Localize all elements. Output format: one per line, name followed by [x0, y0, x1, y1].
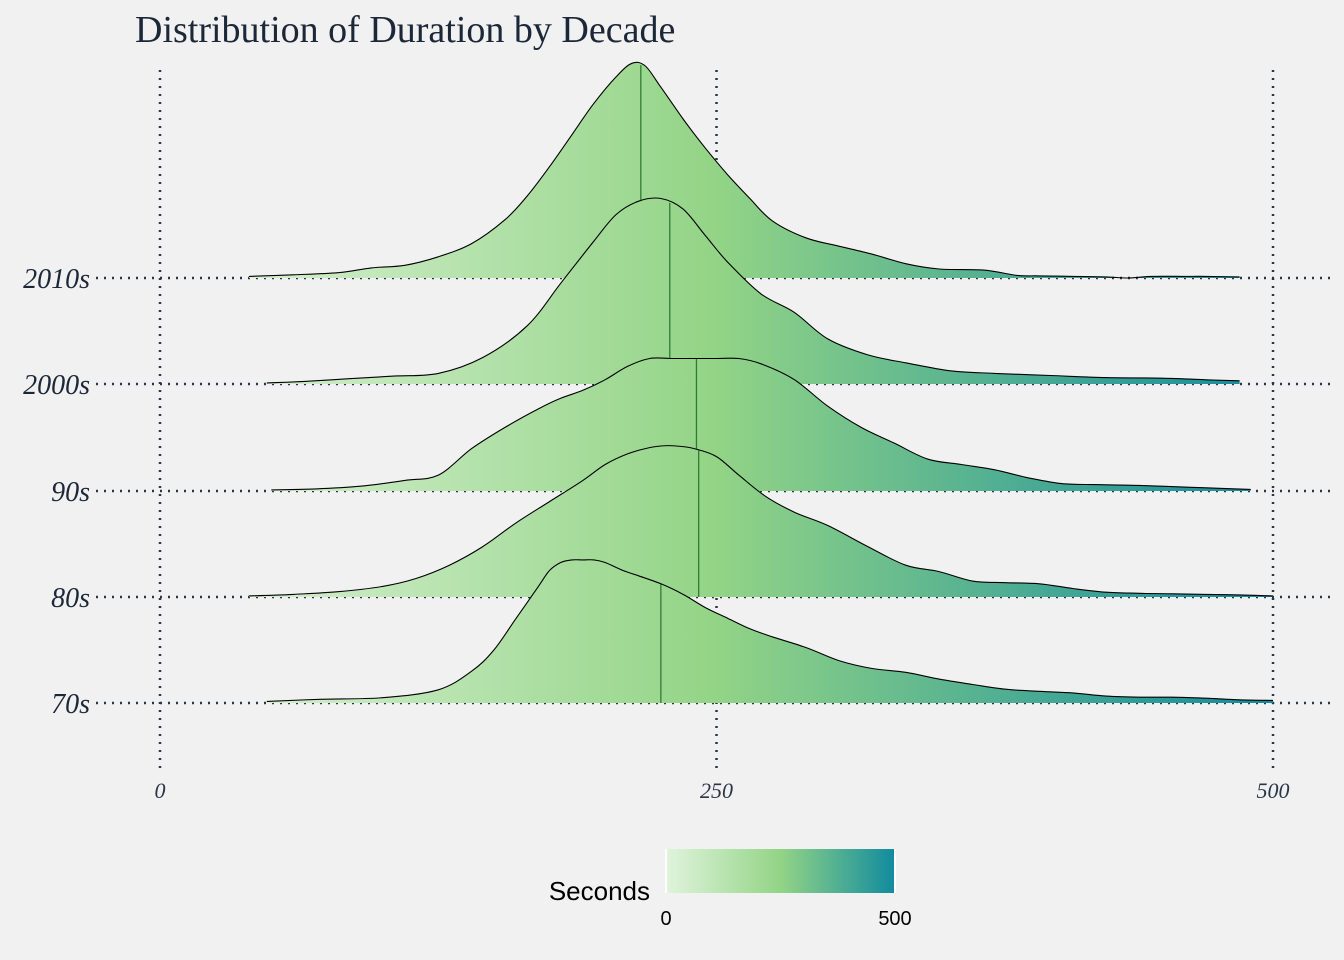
ridge-2010s — [248, 61, 1240, 279]
chart-title: Distribution of Duration by Decade — [135, 9, 675, 51]
y-label-70s: 70s — [51, 689, 90, 720]
ridge-fill-2010s — [249, 62, 1240, 279]
ridge-outline-2010s — [248, 61, 1240, 279]
x-tick-250: 250 — [700, 778, 733, 803]
legend-colorbar — [666, 849, 895, 893]
ridge-fill-80s — [249, 445, 1273, 597]
ridge-outline-90s — [271, 357, 1251, 491]
y-label-2010s: 2010s — [23, 264, 90, 295]
ridge-fill-70s — [266, 559, 1273, 703]
x-tick-0: 0 — [155, 778, 166, 803]
ridge-2000s — [266, 197, 1240, 384]
ridge-70s — [266, 559, 1274, 703]
ridge-outline-80s — [248, 445, 1274, 597]
legend-max-label: 500 — [878, 908, 911, 930]
ridge-fill-90s — [271, 357, 1251, 491]
ridge-fill-2000s — [266, 197, 1240, 384]
y-label-80s: 80s — [51, 583, 90, 614]
ridges — [248, 61, 1274, 703]
legend-title: Seconds — [549, 876, 650, 906]
legend-min-label: 0 — [660, 908, 671, 930]
y-axis-labels: 70s 80s 90s 2000s 2010s — [23, 264, 90, 720]
x-tick-500: 500 — [1257, 778, 1290, 803]
y-label-90s: 90s — [51, 477, 90, 508]
ridge-80s — [248, 445, 1274, 597]
ridge-outline-70s — [266, 559, 1274, 702]
ridge-outline-2000s — [266, 197, 1240, 384]
x-axis-labels: 0 250 500 — [155, 778, 1290, 803]
y-label-2000s: 2000s — [23, 370, 90, 401]
legend: Seconds 0 500 — [549, 849, 912, 930]
